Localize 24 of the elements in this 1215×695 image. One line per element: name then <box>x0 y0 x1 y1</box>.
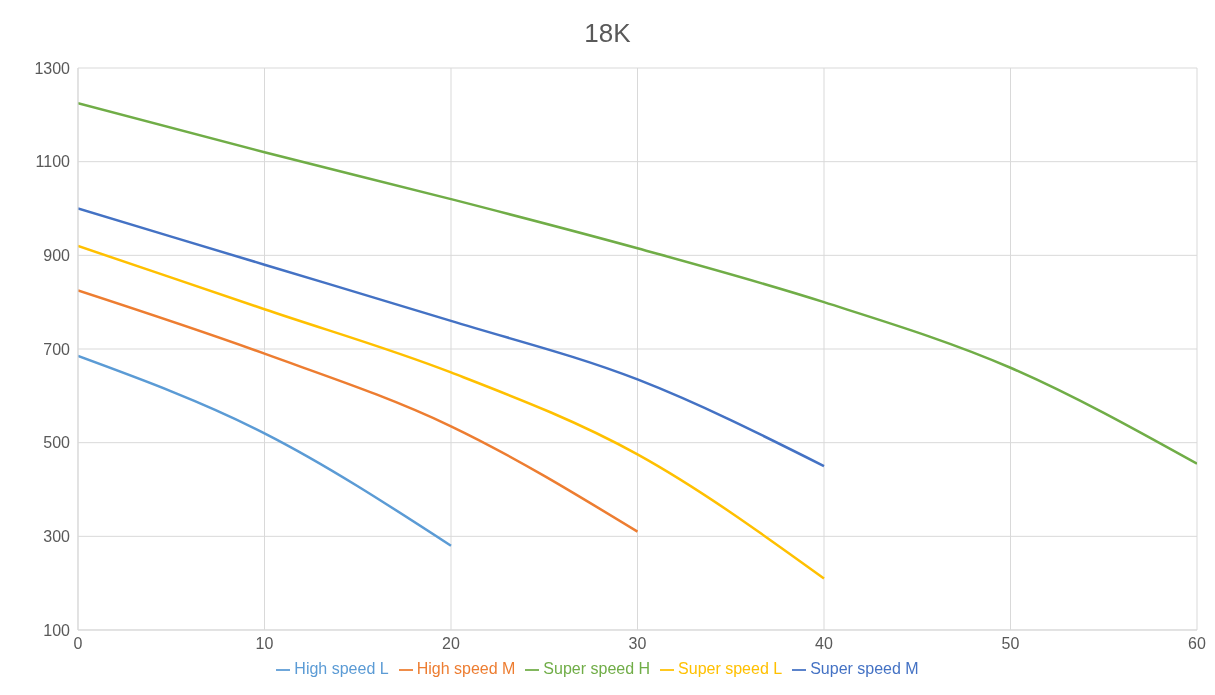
x-tick-label: 50 <box>1001 635 1020 653</box>
line-series <box>78 289 639 533</box>
x-tick-label: 10 <box>255 635 274 653</box>
legend-label: High speed M <box>416 660 516 677</box>
chart-title: 18K <box>583 17 632 50</box>
legend-label: Super speed L <box>678 660 783 677</box>
x-tick-label: 30 <box>628 635 647 653</box>
x-tick-label: 40 <box>815 635 833 653</box>
legend-label: Super speed M <box>810 660 919 677</box>
legend-label: High speed L <box>294 660 389 677</box>
line-series <box>78 244 826 580</box>
y-tick-label: 1300 <box>34 59 71 77</box>
y-tick-label: 700 <box>43 340 71 358</box>
y-tick-label: 900 <box>43 247 71 265</box>
line-series <box>78 207 826 468</box>
y-tick-label: 1100 <box>35 153 71 171</box>
x-tick-label: 20 <box>442 635 460 653</box>
x-tick-label: 0 <box>73 635 83 653</box>
y-tick-label: 300 <box>43 528 71 546</box>
y-tick-label: 500 <box>43 434 71 452</box>
legend-label: Super speed H <box>543 660 651 677</box>
line-series <box>78 101 1197 465</box>
x-tick-label: 60 <box>1188 635 1206 653</box>
y-tick-label: 100 <box>43 621 71 639</box>
